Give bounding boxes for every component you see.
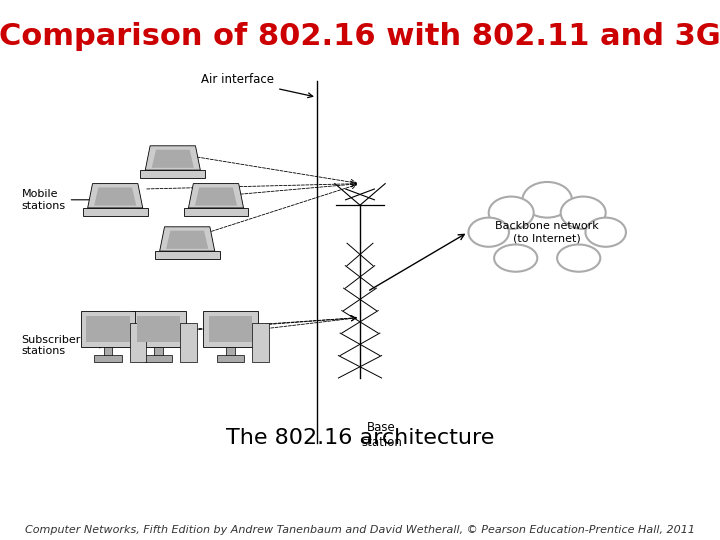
FancyBboxPatch shape [140,170,205,178]
Bar [226,347,235,356]
Bar [145,355,172,362]
Ellipse shape [585,218,626,247]
Ellipse shape [557,245,600,272]
Bar [81,311,135,347]
Ellipse shape [469,218,509,247]
Text: Backbone network
(to Internet): Backbone network (to Internet) [495,221,599,243]
Bar [154,347,163,356]
Text: The 802.16 architecture: The 802.16 architecture [226,428,494,448]
FancyBboxPatch shape [184,208,248,216]
Polygon shape [160,227,215,251]
Text: Air interface: Air interface [201,73,312,98]
Polygon shape [145,146,200,170]
Ellipse shape [523,182,572,218]
Polygon shape [88,184,143,208]
Polygon shape [189,184,243,208]
Ellipse shape [489,197,534,229]
Bar [252,323,269,362]
Polygon shape [152,150,194,168]
Text: Subscriber
stations: Subscriber stations [22,335,104,356]
Ellipse shape [561,197,606,229]
Polygon shape [166,231,208,249]
Bar [86,316,130,342]
Bar [130,323,146,362]
Bar [203,311,258,347]
Bar [104,347,112,356]
FancyBboxPatch shape [155,251,220,259]
Ellipse shape [494,245,537,272]
Polygon shape [94,187,136,206]
Bar [209,316,252,342]
Text: Comparison of 802.16 with 802.11 and 3G: Comparison of 802.16 with 802.11 and 3G [0,22,720,51]
Polygon shape [195,187,237,206]
Text: Computer Networks, Fifth Edition by Andrew Tanenbaum and David Wetherall, © Pear: Computer Networks, Fifth Edition by Andr… [25,524,695,535]
Bar [137,316,180,342]
Bar [180,323,197,362]
Text: Mobile
stations: Mobile stations [22,189,111,211]
Bar [217,355,244,362]
FancyBboxPatch shape [83,208,148,216]
Bar [94,355,122,362]
Bar [131,311,186,347]
Text: Base
station: Base station [361,421,402,449]
